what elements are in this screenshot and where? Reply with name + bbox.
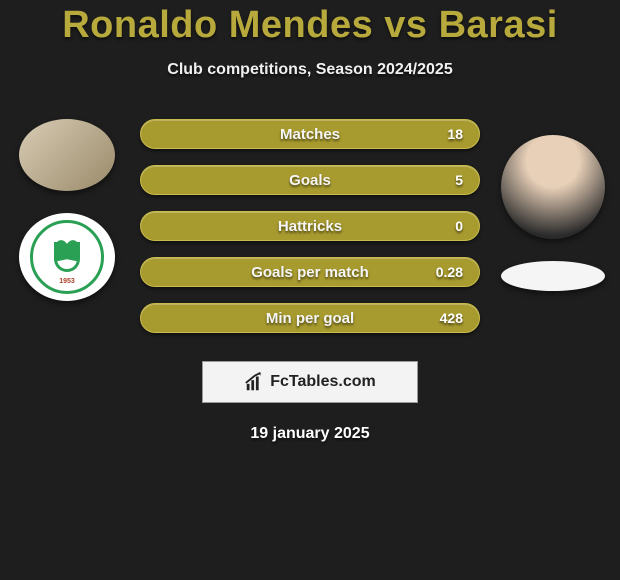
main-content: 1953 Matches 18 Goals 5 Hattricks 0 Goal… — [0, 119, 620, 333]
page-subtitle: Club competitions, Season 2024/2025 — [0, 61, 620, 79]
stat-label: Min per goal — [266, 310, 354, 327]
stat-label: Goals — [289, 172, 331, 189]
snapshot-date: 19 january 2025 — [0, 425, 620, 443]
page-root: Ronaldo Mendes vs Barasi Club competitio… — [0, 0, 620, 580]
player1-club-badge: 1953 — [19, 213, 115, 301]
stat-value: 18 — [447, 126, 463, 142]
stat-bar-mpg: Min per goal 428 — [140, 303, 480, 333]
stats-bars: Matches 18 Goals 5 Hattricks 0 Goals per… — [140, 119, 480, 333]
stat-bar-gpm: Goals per match 0.28 — [140, 257, 480, 287]
stat-value: 0 — [455, 218, 463, 234]
stat-label: Goals per match — [251, 264, 369, 281]
left-column: 1953 — [12, 119, 122, 301]
tea-leaf-icon — [54, 242, 80, 272]
stat-label: Matches — [280, 126, 340, 143]
brand-logo[interactable]: FcTables.com — [202, 361, 418, 403]
club-badge-inner: 1953 — [30, 220, 104, 294]
stat-bar-goals: Goals 5 — [140, 165, 480, 195]
club-badge-year: 1953 — [59, 278, 75, 285]
brand-label: FcTables.com — [270, 373, 376, 391]
player2-club-badge — [501, 261, 605, 291]
stat-value: 5 — [455, 172, 463, 188]
stat-label: Hattricks — [278, 218, 342, 235]
right-column — [498, 119, 608, 291]
stat-bar-hattricks: Hattricks 0 — [140, 211, 480, 241]
player2-avatar — [501, 135, 605, 239]
stat-bar-matches: Matches 18 — [140, 119, 480, 149]
page-title: Ronaldo Mendes vs Barasi — [0, 4, 620, 47]
chart-icon — [244, 371, 266, 393]
stat-value: 0.28 — [436, 264, 463, 280]
stat-value: 428 — [440, 310, 463, 326]
player1-avatar — [19, 119, 115, 191]
